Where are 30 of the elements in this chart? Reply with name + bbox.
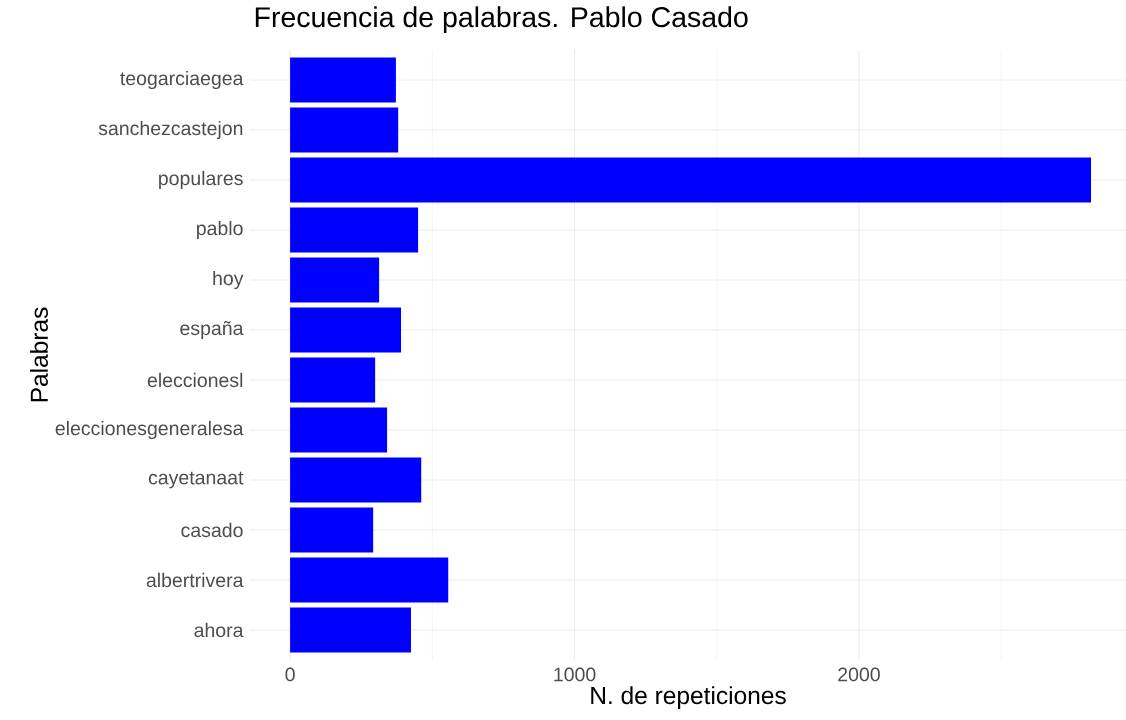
bar	[290, 157, 1092, 203]
bar	[290, 457, 422, 503]
bar	[290, 407, 388, 453]
y-tick-label: españa	[180, 320, 244, 340]
y-tick-label: eleccionesl	[147, 372, 243, 388]
y-axis-title: Palabras	[29, 307, 48, 402]
bar	[290, 557, 449, 603]
y-tick-label: populares	[159, 170, 243, 190]
y-tick-label: casado	[181, 522, 243, 538]
bar	[290, 107, 399, 153]
chart-title: Frecuencia de palabras. Pablo Casado	[255, 6, 748, 33]
bar	[290, 257, 380, 303]
bar	[290, 307, 402, 353]
y-tick-label: pablo	[197, 220, 243, 240]
bar	[290, 607, 411, 653]
bar	[290, 207, 419, 253]
x-tick-label: 1000	[554, 667, 596, 682]
bar	[290, 507, 374, 553]
y-tick-label: teogarciaegea	[120, 70, 244, 90]
y-tick-label: eleccionesgeneralesa	[55, 420, 244, 440]
y-tick-label: sanchezcastejon	[98, 120, 243, 140]
y-tick-label: ahora	[194, 622, 244, 638]
x-tick-label: 2000	[838, 667, 880, 682]
y-tick-label: cayetanaat	[148, 471, 244, 489]
bar	[290, 57, 396, 103]
y-tick-label: hoy	[213, 270, 244, 290]
x-axis-title: N. de repeticiones	[591, 686, 786, 710]
y-tick-label: albertrivera	[146, 572, 244, 588]
bar	[290, 357, 376, 403]
x-tick-label: 0	[285, 667, 295, 682]
